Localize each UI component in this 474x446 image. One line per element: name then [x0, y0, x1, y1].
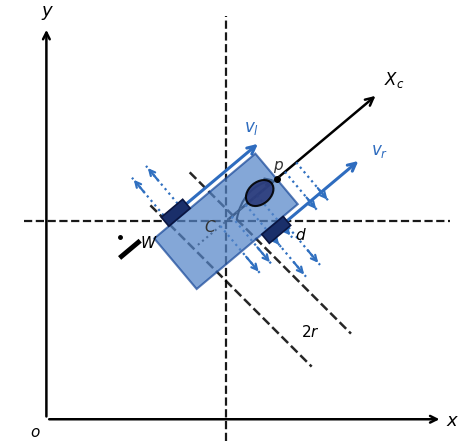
- Polygon shape: [262, 216, 291, 244]
- Text: $o$: $o$: [30, 425, 40, 440]
- Text: $2r$: $2r$: [301, 324, 319, 340]
- Text: $C$: $C$: [204, 219, 217, 235]
- Polygon shape: [161, 199, 190, 226]
- Text: $W$: $W$: [140, 235, 157, 251]
- Text: $X_c$: $X_c$: [383, 70, 404, 90]
- Polygon shape: [154, 153, 298, 289]
- Text: $y$: $y$: [41, 4, 55, 22]
- Ellipse shape: [246, 180, 273, 206]
- Text: $v_r$: $v_r$: [371, 142, 388, 160]
- Text: $v_l$: $v_l$: [244, 119, 259, 137]
- Text: $d$: $d$: [295, 227, 307, 243]
- Text: $p$: $p$: [273, 159, 284, 175]
- Text: $x$: $x$: [446, 412, 459, 430]
